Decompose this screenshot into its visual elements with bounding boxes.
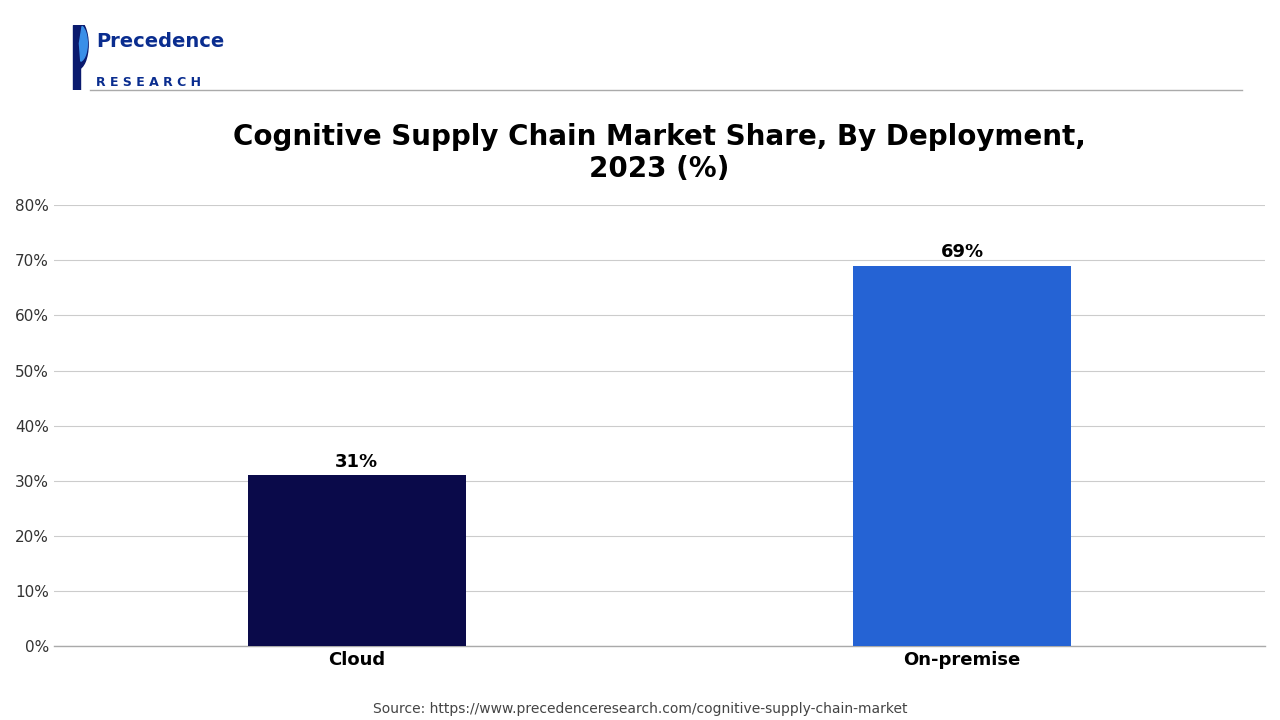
Bar	[247, 475, 466, 646]
Bar	[73, 25, 81, 90]
Wedge shape	[79, 27, 87, 61]
Text: R E S E A R C H: R E S E A R C H	[96, 76, 201, 89]
Title: Cognitive Supply Chain Market Share, By Deployment,
2023 (%): Cognitive Supply Chain Market Share, By …	[233, 123, 1085, 184]
Text: Precedence: Precedence	[96, 32, 224, 51]
Wedge shape	[77, 20, 88, 69]
Bar	[854, 266, 1071, 646]
Text: 69%: 69%	[941, 243, 984, 261]
Text: 31%: 31%	[335, 453, 378, 471]
Text: Source: https://www.precedenceresearch.com/cognitive-supply-chain-market: Source: https://www.precedenceresearch.c…	[372, 702, 908, 716]
